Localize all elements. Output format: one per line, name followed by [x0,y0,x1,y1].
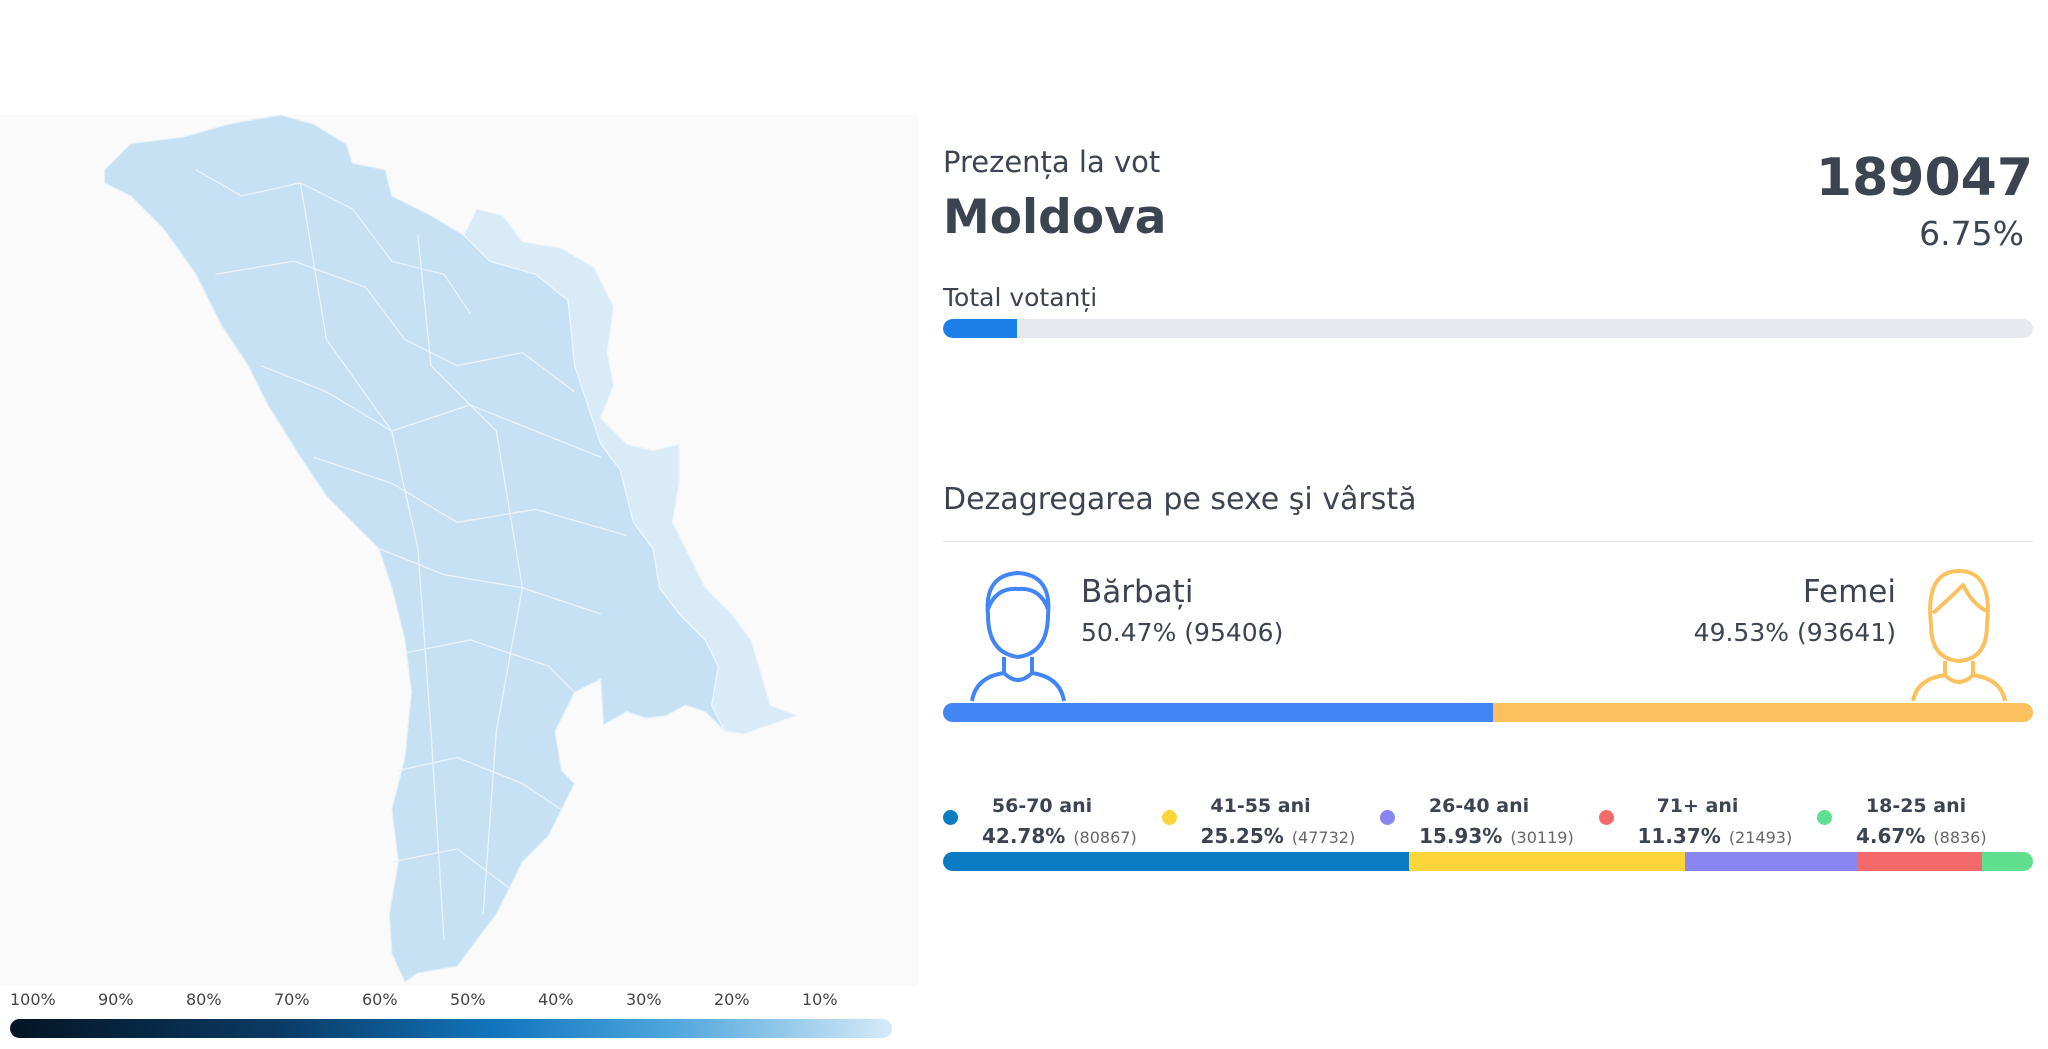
legend-label: 90% [98,990,134,1009]
legend-label: 50% [450,990,486,1009]
legend-dot [1598,810,1614,825]
age-stats: 11.37% (21493) [1638,824,1793,848]
legend-label: 20% [714,990,750,1009]
map-legend-scale [10,1019,892,1038]
breakdown-title: Dezagregarea pe sexe şi vârstă [943,482,1417,517]
turnout-percent: 6.75% [1919,214,2024,253]
bar-segment [1409,852,1685,871]
age-name: 56-70 ani [991,795,1093,817]
age-percent: 15.93% [1419,824,1503,848]
age-stats: 4.67% (8836) [1856,824,1987,848]
age-count: (80867) [1073,828,1137,847]
male-stats: 50.47% (95406) [1081,618,1283,647]
legend-label: 60% [362,990,398,1009]
turnout-bar-label: Total votanți [943,283,1098,312]
map-borders [195,169,628,941]
gender-bar [943,703,2033,722]
age-count: (21493) [1728,828,1793,847]
bar-segment [1493,703,2033,722]
age-percent: 25.25% [1200,824,1284,848]
male-label: Bărbați [1081,574,1194,610]
bar-segment [943,852,1410,871]
age-count: (47732) [1291,828,1356,847]
legend-label: 10% [802,990,838,1009]
bar-segment [943,703,1494,722]
legend-label: 40% [538,990,574,1009]
legend-label: 100% [10,990,56,1009]
male-count: (95406) [1184,618,1284,647]
age-name: 71+ ani [1656,795,1739,817]
age-count: (8836) [1933,828,1987,847]
map-region-east [462,208,799,735]
age-percent: 11.37% [1637,824,1721,848]
male-percent: 50.47% [1081,618,1177,647]
region-name: Moldova [943,190,1167,245]
legend-dot [1380,810,1395,825]
legend-dot [1817,810,1832,825]
age-name: 26-40 ani [1428,795,1530,817]
female-stats: 49.53% (93641) [1694,618,1896,647]
male-icon [970,571,1066,702]
age-percent: 4.67% [1856,824,1926,848]
turnout-bar [943,319,2033,338]
bar-segment [1684,852,1859,871]
map [103,114,799,984]
bar-segment [1982,852,2033,871]
female-count: (93641) [1796,618,1896,647]
age-name: 18-25 ani [1865,795,1967,817]
map-region [103,114,799,984]
age-stats: 25.25% (47732) [1201,824,1356,848]
age-percent: 42.78% [982,824,1066,848]
age-count: (30119) [1510,828,1574,847]
turnout-count: 189047 [1815,148,2033,208]
age-name: 41-55 ani [1210,795,1311,817]
turnout-fill [943,319,1017,338]
female-percent: 49.53% [1693,618,1789,647]
legend-label: 80% [186,990,222,1009]
female-icon [1911,569,2007,702]
turnout-title: Prezența la vot [943,145,1161,179]
bar-segment [1858,852,1983,871]
age-bar [943,852,2033,871]
legend-dot [943,810,958,825]
age-stats: 42.78% (80867) [982,824,1137,848]
divider [943,541,2033,542]
legend-label: 30% [626,990,662,1009]
legend-label: 70% [274,990,310,1009]
female-label: Femei [1802,574,1896,610]
age-stats: 15.93% (30119) [1419,824,1574,848]
legend-dot [1161,810,1177,825]
